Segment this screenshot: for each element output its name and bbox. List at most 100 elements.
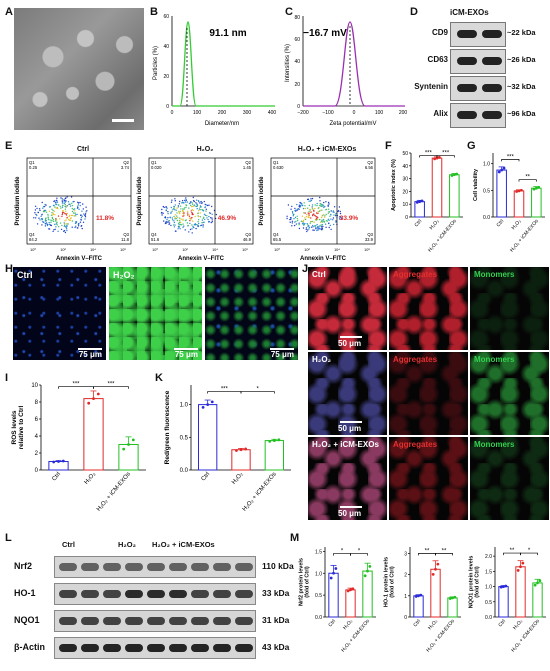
significance-marker: *** [442,151,450,157]
flow-plot-title: H₂O₂ + iCM-EXOs [297,146,357,153]
data-point [450,174,454,177]
panel-label-d: D [410,6,418,18]
ytick-label: 1.0 [180,403,189,409]
category-label: H₂O₂ [84,471,98,486]
blot-band-spot [169,617,187,625]
c-xtick: 100 [375,110,384,116]
significance-marker: * [358,549,361,555]
bar [496,169,507,218]
c-xlabel: Zeta potential/mV [329,121,376,127]
quadrant-label: 46.9 [243,237,252,242]
category-label: Ctrl [497,618,507,628]
ytick-label: 2 [35,451,39,457]
jc1-row-label: H₂O₂ + iCM-EXOs [312,440,379,449]
quadrant-label: 51.6 [151,237,160,242]
blot-band-spot [235,563,253,571]
ytick-label: 1.0 [315,571,322,577]
y-axis-label: NQO1 protein levels(fold of Ctrl) [469,556,481,609]
data-point [455,172,459,176]
quadrant-label: Q1 [151,160,157,165]
ytick-label: 4 [35,434,39,440]
y-axis-label: HO-1 protein levels(fold of Ctrl) [384,557,396,607]
aggregates-label: Aggregates [393,270,438,279]
blot-band-spot [147,617,165,625]
category-label: Ctrl [51,471,62,482]
blot-band-spot [125,590,143,598]
blot-band-spot [235,644,253,652]
apoptosis-percentage: 11.8% [96,215,114,222]
b-xtick: 0 [171,110,174,116]
category-label: H₂O₂ + iCM-EXOs [96,471,132,512]
quadrant-label: 0.25 [29,165,38,170]
ytick-label: 1 [404,594,407,600]
bar [414,201,425,218]
data-point [131,438,135,442]
blot-band-spot [213,644,231,652]
panel-label-b: B [150,6,158,18]
data-point [431,572,435,576]
b-ylabel: Particles (%) [153,46,159,80]
category-label: H₂O₂ + iCM-EXOs [242,471,278,512]
blot-band-spot [81,590,99,598]
zeta-annotation: −16.7 mV [303,28,347,39]
l-blot-band [54,610,256,632]
flow-ylabel: Propidium iodide [137,176,143,226]
scale-bar [340,336,362,338]
data-point [92,397,95,400]
significance-marker: ** [442,548,447,554]
d-blot-band [450,22,506,47]
d-blot-kda: ~26 kDa [507,55,536,64]
bar [447,597,458,618]
blot-band-spot [457,84,477,92]
blot-band-spot [213,590,231,598]
blot-band-spot [482,84,502,92]
c-ytick: 80 [294,15,300,21]
ytick-label: 8 [35,400,39,406]
significance-marker: * [341,549,344,555]
quadrant-label: Q3 [123,232,129,237]
data-point [434,567,437,571]
panel-label-e: E [5,140,13,152]
panel-label-c: C [285,6,293,18]
jc1-image: H₂O₂ 50 μm [308,352,387,435]
l-group-label: H₂O₂ + iCM-EXOs [152,540,215,549]
quadrant-label: Q2 [123,160,129,165]
scale-label: 75 μm [174,350,198,359]
data-point [532,187,536,191]
b-xlabel: Diameter/nm [205,121,239,127]
data-point [239,448,243,452]
significance-marker: ** [425,548,430,554]
ytick-label: 0.5 [315,593,322,599]
bar [118,444,139,471]
significance-marker: * [256,387,259,393]
ros-levels-chart: 0 2 4 6 8 10 Ctrl H₂O₂ H₂O₂ + iCM-EXOs *** *** ROS … [11,382,146,513]
jc1-image: Monomers [470,352,549,435]
monomers-label: Monomers [474,355,515,364]
b-xtick: 100 [193,110,202,116]
panel-label-a: A [5,6,13,18]
ytick-label: 0 [35,468,39,474]
panel-label-k: K [155,372,163,384]
data-point [452,173,456,177]
y-axis-label: Red/green fluorescence [164,390,171,464]
data-point [516,569,520,572]
ytick-label: 0 [405,215,408,221]
ytick-label: 2.0 [485,554,492,560]
blot-band-spot [103,563,121,571]
blot-band-spot [169,590,187,598]
data-point [349,588,352,592]
blot-band-spot [457,30,477,38]
data-point [61,459,65,463]
panel-label-f: F [385,140,392,152]
category-label: Ctrl [201,471,212,482]
ytick-label: 0.0 [180,468,189,474]
data-point [417,594,420,598]
quadrant-label: 11.8 [121,237,130,242]
y-axis-label: Cell viability [473,168,479,201]
c-xtick: −200 [297,110,308,116]
data-point [52,460,56,464]
data-point [127,443,130,446]
data-point [437,155,441,159]
